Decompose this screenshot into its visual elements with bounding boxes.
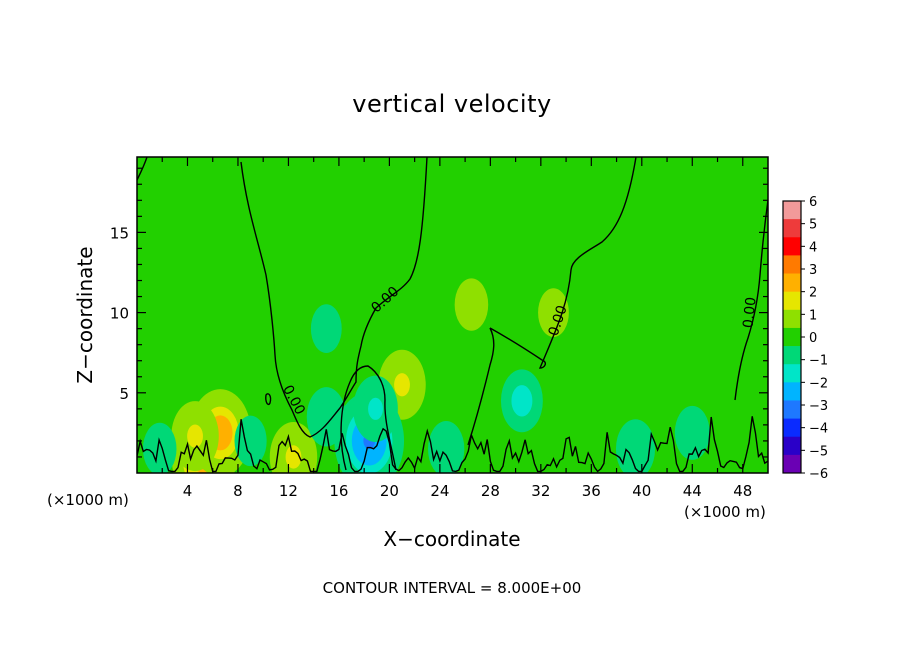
y-axis: 5 10 15 [110, 167, 768, 458]
x-axis-unit-left: (×1000 m) [47, 491, 129, 509]
colorbar-band-10 [783, 364, 801, 383]
x-axis-label: X−coordinate [383, 527, 520, 551]
colorbar-band-15 [783, 454, 801, 474]
colorbar-label-11: −4 [809, 422, 828, 437]
contour-label-4: 0.00 [740, 296, 759, 329]
colorbar-label-4: 3 [809, 263, 817, 278]
field-cell-15 [674, 405, 710, 460]
x-tick-label-32: 32 [531, 482, 550, 500]
contour-line-4 [489, 157, 637, 369]
x-tick-label-36: 36 [582, 482, 601, 500]
y-tick-label-15: 15 [110, 224, 129, 242]
contour-line-5 [734, 199, 768, 401]
contour-line-3 [467, 327, 495, 446]
x-tick-label-12: 12 [279, 482, 298, 500]
colorbar-band-3 [783, 237, 801, 256]
field-cell-11 [306, 387, 346, 447]
x-tick-label-44: 44 [683, 482, 702, 500]
colorbar-band-2 [783, 219, 801, 238]
field-cell-12 [500, 369, 543, 433]
colorbar-label-5: 2 [809, 286, 817, 301]
y-tick-label-10: 10 [110, 305, 129, 323]
colorbar-label-7: 0 [809, 331, 817, 346]
colorbar-label-6: 1 [809, 308, 817, 323]
colorbar-label-3: 4 [809, 240, 817, 255]
field-cell-18 [310, 304, 342, 354]
contour-line-1 [240, 157, 428, 438]
x-axis-unit-right: (×1000 m) [684, 503, 766, 521]
contour-line-2 [137, 157, 148, 181]
contour-interval-note: CONTOUR INTERVAL = 8.000E+00 [323, 579, 582, 597]
contour-line-7 [340, 365, 397, 471]
colorbar-band-4 [783, 255, 801, 274]
contour-line-6 [265, 393, 272, 406]
field-cell-10 [353, 375, 398, 443]
field-cell-7 [454, 278, 489, 331]
colorbar-label-12: −5 [809, 444, 828, 459]
x-tick-label-24: 24 [430, 482, 449, 500]
colorbar-band-12 [783, 400, 801, 419]
zero-contours [137, 157, 768, 473]
colorbar-band-13 [783, 418, 801, 438]
colorbar-band-7 [783, 309, 801, 329]
y-axis-label: Z−coordinate [73, 246, 97, 383]
colorbar-band-14 [783, 436, 801, 456]
colorbar-band-11 [783, 382, 801, 401]
x-tick-label-28: 28 [481, 482, 500, 500]
colorbar-label-8: −1 [809, 354, 828, 369]
colorbar-band-8 [783, 327, 801, 347]
velocity-field [137, 157, 768, 473]
contour-line-ground [137, 416, 768, 473]
chart-title: vertical velocity [352, 90, 551, 118]
x-axis: 4 8 12 16 20 24 28 32 36 40 44 48 [161, 157, 752, 500]
colorbar-band-5 [783, 273, 801, 293]
x-tick-label-4: 4 [183, 482, 193, 500]
field-cell-3 [171, 401, 219, 472]
x-tick-label-8: 8 [233, 482, 243, 500]
colorbar-label-2: 5 [809, 218, 817, 233]
field-cell-16 [142, 422, 177, 473]
colorbar-label-13: −6 [809, 467, 828, 482]
x-tick-label-20: 20 [380, 482, 399, 500]
colorbar-label-1: 6 [809, 195, 817, 210]
x-tick-label-40: 40 [632, 482, 651, 500]
colorbar-label-9: −2 [809, 376, 828, 391]
colorbar-band-6 [783, 291, 801, 311]
colorbar-label-10: −3 [809, 399, 828, 414]
colorbar-band-9 [783, 346, 801, 365]
colorbar-band-1 [783, 201, 801, 220]
field-cell-13 [428, 421, 465, 473]
field-cell-8 [538, 288, 569, 337]
y-tick-label-5: 5 [119, 385, 129, 403]
plot-frame [136, 156, 769, 474]
x-tick-label-48: 48 [733, 482, 752, 500]
x-tick-label-16: 16 [329, 482, 348, 500]
colorbar: 6 5 4 3 2 1 0 −1 −2 −3 −4 −5 −6 [782, 195, 828, 482]
